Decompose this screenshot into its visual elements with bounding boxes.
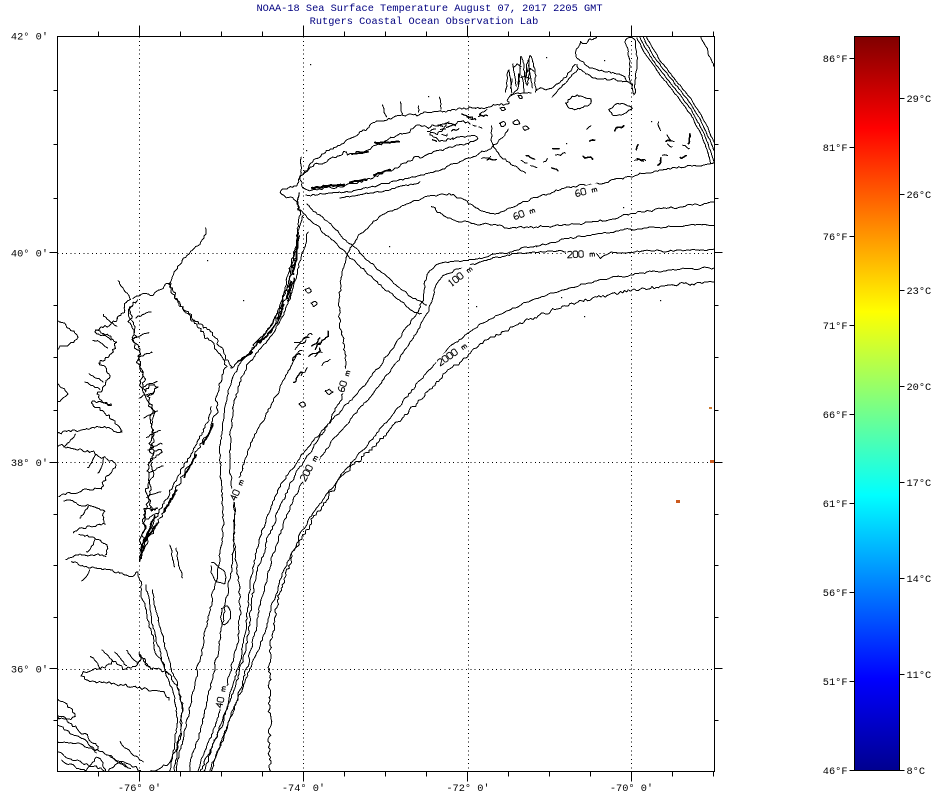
svg-text:-70° 0': -70° 0'	[610, 783, 653, 795]
svg-text:20°C: 20°C	[907, 382, 932, 394]
svg-text:56°F: 56°F	[823, 588, 848, 600]
svg-text:36° 0': 36° 0'	[11, 665, 48, 677]
svg-text:8°C: 8°C	[907, 766, 926, 778]
svg-text:11°C: 11°C	[907, 670, 932, 682]
svg-text:Rutgers Coastal Ocean Observat: Rutgers Coastal Ocean Observation Lab	[310, 16, 539, 28]
svg-text:26°C: 26°C	[907, 190, 932, 202]
svg-text:-74° 0': -74° 0'	[282, 783, 325, 795]
svg-text:71°F: 71°F	[823, 321, 848, 333]
svg-text:38° 0': 38° 0'	[11, 458, 48, 470]
svg-text:17°C: 17°C	[907, 478, 932, 490]
svg-text:40° 0': 40° 0'	[11, 249, 48, 261]
svg-text:66°F: 66°F	[823, 410, 848, 422]
svg-text:42° 0': 42° 0'	[11, 32, 48, 44]
svg-text:46°F: 46°F	[823, 766, 848, 778]
svg-text:-76° 0': -76° 0'	[118, 783, 161, 795]
svg-text:76°F: 76°F	[823, 232, 848, 244]
svg-text:14°C: 14°C	[907, 574, 932, 586]
svg-text:61°F: 61°F	[823, 499, 848, 511]
svg-text:29°C: 29°C	[907, 94, 932, 106]
svg-text:NOAA-18 Sea Surface Temperatur: NOAA-18 Sea Surface Temperature August 0…	[256, 3, 602, 15]
svg-text:86°F: 86°F	[823, 54, 848, 66]
svg-text:23°C: 23°C	[907, 286, 932, 298]
svg-text:51°F: 51°F	[823, 677, 848, 689]
svg-text:81°F: 81°F	[823, 143, 848, 155]
svg-text:-72° 0': -72° 0'	[446, 783, 489, 795]
